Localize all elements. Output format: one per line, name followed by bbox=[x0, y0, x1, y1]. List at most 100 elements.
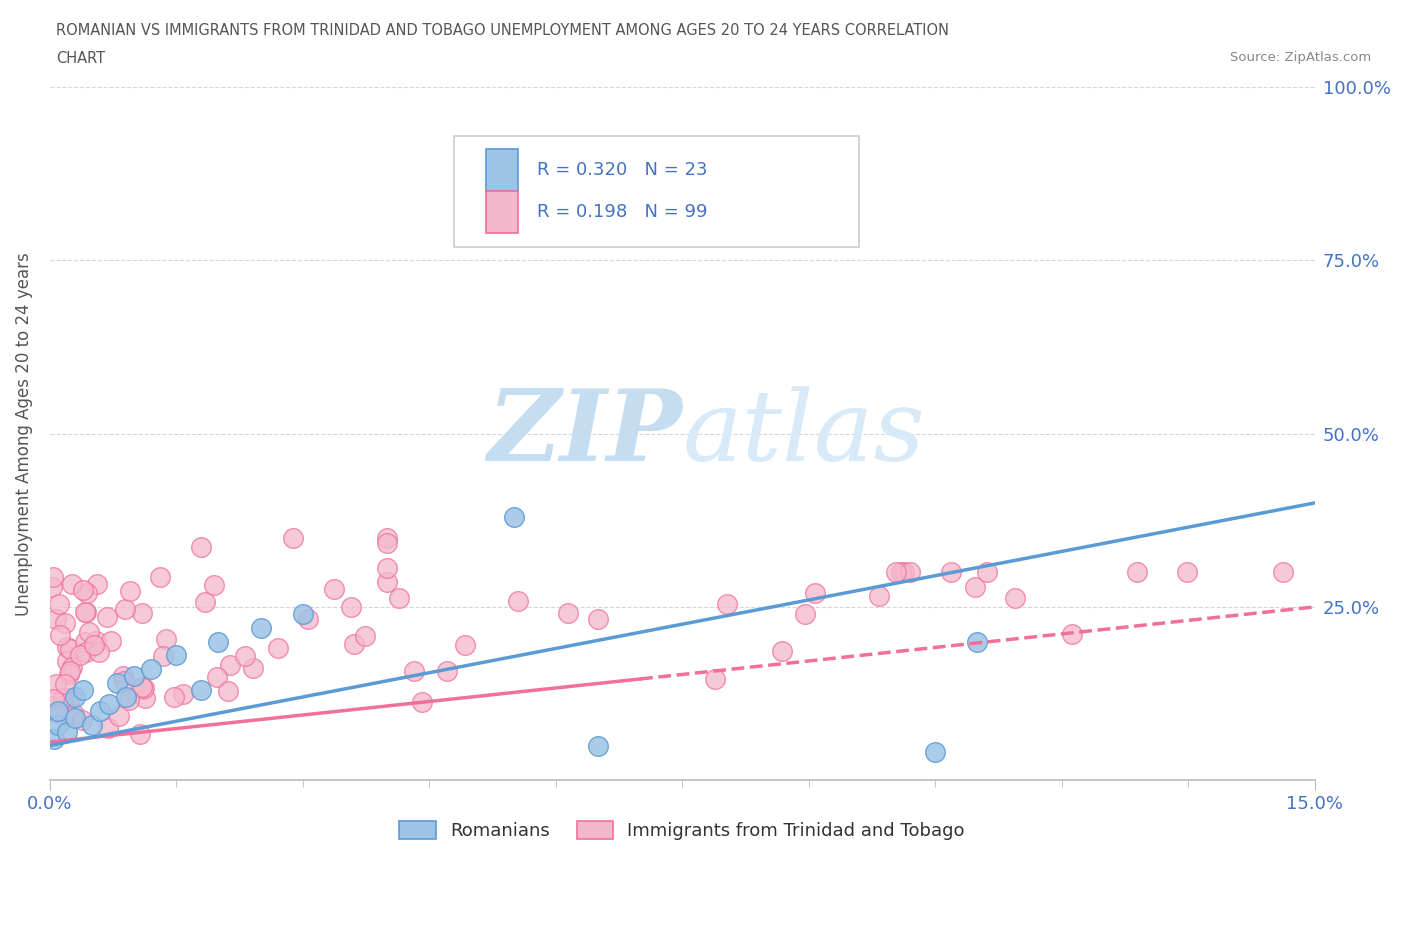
Point bbox=[454, 637, 477, 652]
Point bbox=[163, 690, 186, 705]
Point bbox=[53, 615, 76, 630]
Point bbox=[375, 530, 398, 545]
Point bbox=[149, 569, 172, 584]
Text: ROMANIAN VS IMMIGRANTS FROM TRINIDAD AND TOBAGO UNEMPLOYMENT AMONG AGES 20 TO 24: ROMANIAN VS IMMIGRANTS FROM TRINIDAD AND… bbox=[56, 23, 949, 38]
Point bbox=[939, 565, 962, 579]
Point bbox=[69, 647, 91, 662]
Point bbox=[89, 644, 111, 659]
Point bbox=[1004, 591, 1026, 605]
Point bbox=[52, 690, 75, 705]
Point bbox=[58, 667, 80, 682]
Point bbox=[388, 591, 411, 605]
Point bbox=[297, 612, 319, 627]
Point bbox=[266, 641, 288, 656]
Bar bbox=[486, 191, 517, 232]
Point bbox=[59, 663, 82, 678]
Point bbox=[343, 636, 366, 651]
Point bbox=[404, 664, 426, 679]
Point bbox=[63, 707, 86, 722]
Text: atlas: atlas bbox=[682, 386, 925, 482]
Point bbox=[46, 703, 69, 718]
Point bbox=[56, 640, 79, 655]
Point bbox=[242, 660, 264, 675]
Point bbox=[963, 579, 986, 594]
Point bbox=[893, 565, 915, 579]
Point bbox=[59, 642, 82, 657]
Point bbox=[557, 605, 579, 620]
Point bbox=[83, 638, 105, 653]
Legend: Romanians, Immigrants from Trinidad and Tobago: Romanians, Immigrants from Trinidad and … bbox=[392, 814, 972, 847]
Point bbox=[44, 698, 66, 713]
Point bbox=[42, 731, 65, 746]
Point bbox=[190, 683, 212, 698]
Point bbox=[105, 676, 128, 691]
Y-axis label: Unemployment Among Ages 20 to 24 years: Unemployment Among Ages 20 to 24 years bbox=[15, 252, 32, 616]
Point bbox=[281, 530, 304, 545]
Point bbox=[75, 644, 97, 659]
Point bbox=[1125, 565, 1147, 579]
Point bbox=[134, 690, 156, 705]
Point bbox=[794, 606, 817, 621]
Point bbox=[890, 565, 912, 579]
Point bbox=[190, 539, 212, 554]
Point bbox=[112, 674, 135, 689]
Point bbox=[45, 612, 67, 627]
Point bbox=[79, 625, 101, 640]
Point bbox=[207, 634, 229, 649]
FancyBboxPatch shape bbox=[454, 136, 859, 246]
Point bbox=[508, 593, 530, 608]
Point bbox=[60, 659, 83, 674]
Point bbox=[152, 649, 174, 664]
Point bbox=[411, 695, 433, 710]
Point bbox=[804, 586, 827, 601]
Point bbox=[291, 606, 314, 621]
Point bbox=[165, 648, 187, 663]
Point bbox=[70, 712, 93, 727]
Point bbox=[704, 671, 727, 686]
Point bbox=[46, 717, 69, 732]
Point bbox=[155, 631, 177, 646]
Point bbox=[219, 658, 242, 672]
Text: R = 0.320   N = 23: R = 0.320 N = 23 bbox=[537, 161, 707, 179]
Text: CHART: CHART bbox=[56, 51, 105, 66]
Point bbox=[716, 597, 738, 612]
Point bbox=[202, 578, 225, 592]
Point bbox=[122, 669, 145, 684]
Point bbox=[42, 570, 65, 585]
Point bbox=[63, 689, 86, 704]
Point bbox=[114, 601, 136, 616]
Point bbox=[502, 510, 524, 525]
Point bbox=[322, 581, 344, 596]
Point bbox=[45, 677, 67, 692]
Point bbox=[900, 565, 922, 579]
Point bbox=[60, 576, 83, 591]
Point bbox=[966, 634, 988, 649]
Point bbox=[96, 610, 118, 625]
Point bbox=[924, 745, 946, 760]
Point bbox=[89, 703, 111, 718]
Point bbox=[97, 697, 120, 711]
Point bbox=[108, 709, 131, 724]
Point bbox=[375, 535, 398, 550]
Point bbox=[586, 738, 609, 753]
Point bbox=[76, 585, 98, 600]
Point bbox=[976, 565, 998, 579]
Point bbox=[884, 565, 907, 579]
Point bbox=[118, 583, 141, 598]
Point bbox=[1175, 565, 1198, 579]
Point bbox=[134, 681, 156, 696]
Point bbox=[53, 677, 76, 692]
Point bbox=[72, 583, 94, 598]
Point bbox=[48, 597, 70, 612]
Point bbox=[353, 629, 375, 644]
Point bbox=[114, 689, 136, 704]
Point bbox=[770, 644, 793, 658]
Point bbox=[49, 628, 72, 643]
Point bbox=[131, 606, 153, 621]
Point bbox=[86, 577, 108, 591]
Text: Source: ZipAtlas.com: Source: ZipAtlas.com bbox=[1230, 51, 1371, 64]
Point bbox=[139, 662, 162, 677]
Point bbox=[84, 634, 107, 649]
Point bbox=[436, 663, 458, 678]
Point bbox=[73, 635, 96, 650]
